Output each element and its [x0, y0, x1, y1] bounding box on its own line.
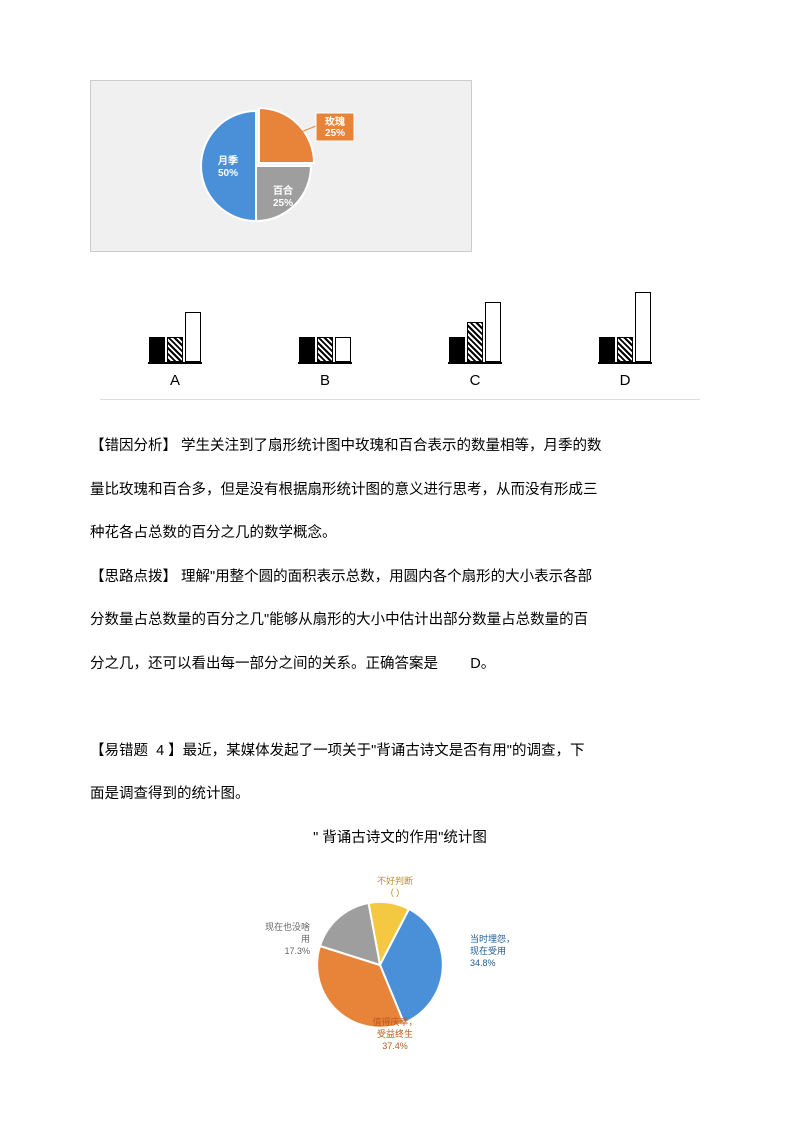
- bar-d-1: [599, 337, 615, 362]
- bar-label-d: D: [620, 372, 631, 389]
- pie2-label-blue-1: 当时埋怨，: [470, 933, 515, 944]
- pie2-label-unsure-1: 不好判断: [377, 875, 413, 886]
- bar-options-row: A B C D: [100, 282, 700, 400]
- bar-b-1: [299, 337, 315, 362]
- pie1-label-yueji: 月季: [217, 154, 239, 167]
- bar-b-3: [335, 337, 351, 362]
- question-num: 4 】: [156, 743, 183, 759]
- bar-label-c: C: [470, 372, 481, 389]
- pie2-pct-blue: 34.8%: [470, 958, 496, 968]
- flower-pie-container: 月季 50% 百合 25% 玫瑰 25%: [90, 80, 472, 252]
- error-line3: 种花各占总数的百分之几的数学概念。: [90, 512, 710, 556]
- pie1-label-baihe: 百合: [273, 184, 294, 197]
- error-line2: 量比玫瑰和百合多，但是没有根据扇形统计图的意义进行思考，从而没有形成三: [90, 469, 710, 513]
- question-label: 【易错题: [90, 743, 148, 759]
- bar-label-b: B: [320, 372, 330, 389]
- survey-pie-chart: 不好判断 ( ) 当时埋怨， 现在受用 34.8% 值得庆幸， 受益终生 37.…: [260, 870, 540, 1050]
- survey-pie-container: 不好判断 ( ) 当时埋怨， 现在受用 34.8% 值得庆幸， 受益终生 37.…: [90, 870, 710, 1050]
- pie2-label-unsure-2: ( ): [391, 887, 400, 897]
- error-label: 【错因分析】: [90, 438, 177, 454]
- tip-line2: 分数量占总数量的百分之几"能够从扇形的大小中估计出部分数量占总数量的百: [90, 599, 710, 643]
- bar-group-d: D: [598, 282, 652, 389]
- bar-d-3: [635, 292, 651, 362]
- pie2-label-orange-1: 值得庆幸，: [372, 1016, 417, 1027]
- bar-a-3: [185, 312, 201, 362]
- error-line1: 学生关注到了扇形统计图中玫瑰和百合表示的数量相等，月季的数: [177, 438, 602, 454]
- pie2-label-blue-2: 现在受用: [470, 945, 506, 956]
- pie2-pct-grey: 17.3%: [284, 946, 310, 956]
- pie1-pct-baihe: 25%: [273, 198, 293, 209]
- pie2-pct-orange: 37.4%: [382, 1041, 408, 1050]
- body-text: 【错因分析】 学生关注到了扇形统计图中玫瑰和百合表示的数量相等，月季的数 量比玫…: [90, 425, 710, 860]
- question-line2: 面是调查得到的统计图。: [90, 773, 710, 817]
- question-line1: 最近，某媒体发起了一项关于"背诵古诗文是否有用"的调查，下: [183, 743, 585, 759]
- bar-group-a: A: [148, 282, 202, 389]
- bar-c-3: [485, 302, 501, 362]
- bar-a-1: [149, 337, 165, 362]
- pie2-label-orange-2: 受益终生: [377, 1028, 413, 1039]
- bar-a-2: [167, 337, 183, 362]
- pie2-label-grey-2: 用: [301, 934, 310, 944]
- pie-slice-meigui: [259, 108, 314, 163]
- flower-pie-chart: 月季 50% 百合 25% 玫瑰 25%: [161, 91, 401, 241]
- chart2-title: " 背诵古诗文的作用"统计图: [90, 817, 710, 861]
- bar-b-2: [317, 337, 333, 362]
- bar-label-a: A: [170, 372, 180, 389]
- callout-label-meigui: 玫瑰: [325, 115, 345, 128]
- bar-c-2: [467, 322, 483, 362]
- pie1-pct-yueji: 50%: [218, 168, 238, 179]
- bar-c-1: [449, 337, 465, 362]
- bar-group-b: B: [298, 282, 352, 389]
- callout-pct-meigui: 25%: [325, 128, 345, 139]
- tip-label: 【思路点拨】: [90, 569, 177, 585]
- bar-d-2: [617, 337, 633, 362]
- bar-group-c: C: [448, 282, 502, 389]
- tip-line1: 理解"用整个圆的面积表示总数，用圆内各个扇形的大小表示各部: [177, 569, 592, 585]
- tip-line3: 分之几，还可以看出每一部分之间的关系。正确答案是: [90, 656, 438, 672]
- pie2-label-grey-1: 现在也没啥: [265, 921, 310, 932]
- answer: D。: [470, 656, 495, 672]
